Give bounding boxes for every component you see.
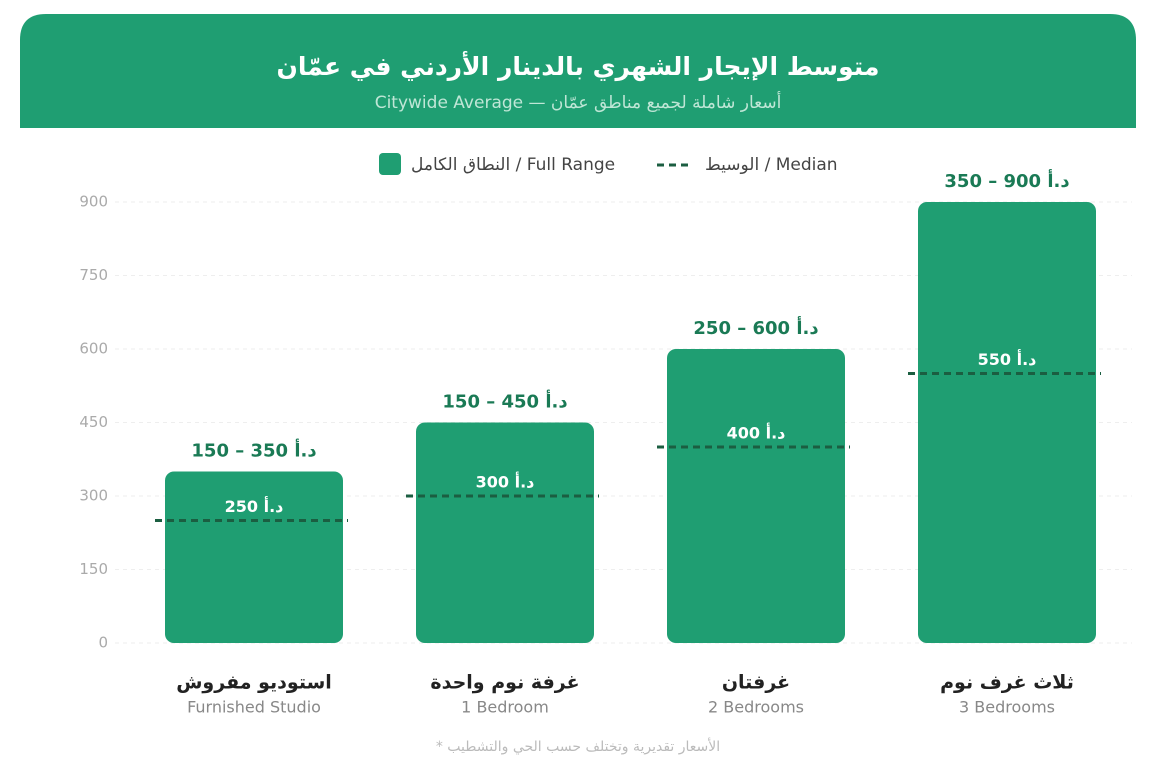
legend-label: الوسيط / Median	[705, 155, 838, 175]
y-tick-label: 450	[79, 413, 108, 431]
y-tick-label: 300	[79, 487, 108, 505]
legend-label: النطاق الكامل / Full Range	[411, 155, 615, 175]
x-tick-label: غرفتان	[722, 672, 790, 694]
legend-swatch	[379, 153, 401, 175]
range-label: 250 – 600 د.أ	[693, 316, 818, 339]
x-tick-sublabel: 2 Bedrooms	[708, 698, 804, 717]
range-label: 150 – 350 د.أ	[191, 439, 316, 462]
bar	[416, 422, 594, 643]
x-tick-label: غرفة نوم واحدة	[430, 672, 579, 694]
median-label: 250 د.أ	[225, 496, 284, 516]
bar	[165, 471, 343, 643]
y-tick-label: 600	[79, 340, 108, 358]
x-tick-label: استوديو مفروش	[176, 672, 332, 694]
x-tick-label: ثلاث غرف نوم	[940, 672, 1074, 694]
range-label: 150 – 450 د.أ	[442, 390, 567, 413]
chart-title: متوسط الإيجار الشهري بالدينار الأردني في…	[277, 51, 880, 82]
median-label: 400 د.أ	[727, 423, 786, 443]
x-tick-sublabel: 3 Bedrooms	[959, 698, 1055, 717]
bar	[918, 202, 1096, 643]
header-bg	[20, 14, 1136, 128]
x-tick-sublabel: Furnished Studio	[187, 698, 321, 717]
y-tick-label: 900	[79, 193, 108, 211]
x-tick-sublabel: 1 Bedroom	[461, 698, 549, 717]
median-label: 550 د.أ	[978, 349, 1037, 369]
chart-subtitle: أسعار شاملة لجميع مناطق عمّان — Citywide…	[375, 91, 782, 113]
y-tick-label: 150	[79, 560, 108, 578]
y-tick-label: 0	[98, 634, 108, 652]
range-label: 350 – 900 د.أ	[944, 169, 1069, 192]
y-tick-label: 750	[79, 266, 108, 284]
footnote: الأسعار تقديرية وتختلف حسب الحي والتشطيب…	[436, 737, 720, 755]
median-label: 300 د.أ	[476, 472, 535, 492]
bar	[667, 349, 845, 643]
